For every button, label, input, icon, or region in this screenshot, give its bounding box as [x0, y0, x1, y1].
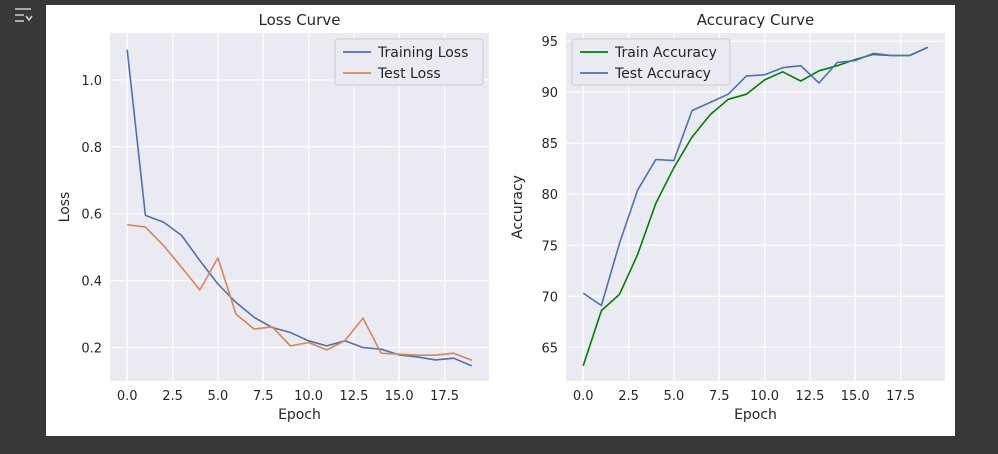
figure-canvas: 0.0 2.5 5.0 7.5 10.0 12.5 15.0 17.5 0.2 0.4 0.6 0.8…: [57, 11, 945, 423]
accuracy-x-tick-label: 2.5: [618, 389, 639, 404]
loss-x-tick-label: 2.5: [162, 389, 183, 404]
accuracy-x-tick-label: 12.5: [795, 389, 824, 404]
loss-x-tick-label: 7.5: [253, 389, 274, 404]
loss-y-tick-label: 0.8: [81, 141, 102, 156]
test-loss-legend-label: Test Loss: [377, 66, 441, 82]
training-loss-legend-label: Training Loss: [377, 45, 468, 61]
test-accuracy-legend-label: Test Accuracy: [614, 66, 711, 82]
loss-x-tick-label: 17.5: [430, 389, 459, 404]
loss-y-tick-label: 0.4: [81, 275, 102, 290]
test-accuracy-line: [582, 46, 929, 307]
loss-x-tick-label: 12.5: [339, 389, 368, 404]
loss-chart-title: Loss Curve: [259, 11, 341, 29]
accuracy-y-axis-label: Accuracy: [510, 175, 526, 239]
loss-chart: 0.0 2.5 5.0 7.5 10.0 12.5 15.0 17.5 0.2 0.4 0.6 0.8…: [57, 11, 489, 423]
loss-y-axis-label: Loss: [57, 192, 73, 223]
accuracy-y-tick-label: 95: [541, 35, 558, 50]
output-collapse-icon-glyph: [15, 8, 33, 22]
accuracy-x-tick-label: 0.0: [573, 389, 594, 404]
accuracy-legend: Train Accuracy Test Accuracy: [571, 38, 731, 86]
loss-x-tick-label: 5.0: [208, 389, 229, 404]
train-accuracy-legend-label: Train Accuracy: [614, 45, 717, 61]
training-loss-line: [126, 49, 473, 367]
loss-plot-area: [110, 33, 489, 381]
test-loss-line: [127, 223, 473, 362]
accuracy-x-tick-label: 5.0: [664, 389, 685, 404]
accuracy-x-axis-label: Epoch: [734, 407, 777, 423]
accuracy-y-tick-label: 80: [541, 188, 558, 203]
accuracy-y-tick-label: 75: [541, 239, 558, 254]
accuracy-y-tick-label: 90: [541, 86, 558, 101]
accuracy-legend-box: [571, 38, 731, 86]
accuracy-x-tick-label: 10.0: [750, 389, 779, 404]
loss-y-tick-label: 0.6: [81, 208, 102, 223]
loss-x-axis-label: Epoch: [278, 407, 321, 423]
accuracy-x-tick-label: 15.0: [841, 389, 870, 404]
accuracy-x-tick-label: 7.5: [709, 389, 730, 404]
loss-x-tick-label: 15.0: [385, 389, 414, 404]
accuracy-y-tick-label: 65: [541, 341, 558, 356]
accuracy-plot-area: [566, 33, 945, 381]
accuracy-x-tick-label: 17.5: [886, 389, 915, 404]
figure-output: 0.0 2.5 5.0 7.5 10.0 12.5 15.0 17.5 0.2 0.4 0.6 0.8…: [46, 5, 955, 436]
loss-x-tick-label: 0.0: [117, 389, 138, 404]
loss-x-tick-label: 10.0: [294, 389, 323, 404]
loss-y-tick-label: 1.0: [81, 74, 102, 89]
loss-legend-box: [334, 38, 484, 86]
accuracy-y-tick-label: 70: [541, 290, 558, 305]
output-collapse-icon[interactable]: [12, 6, 34, 26]
accuracy-chart-title: Accuracy Curve: [697, 11, 815, 29]
accuracy-chart: 0.0 2.5 5.0 7.5 10.0 12.5 15.0 17.5 65 70 75 80 85 90…: [510, 11, 945, 423]
loss-y-tick-label: 0.2: [81, 342, 102, 357]
accuracy-y-tick-label: 85: [541, 137, 558, 152]
loss-legend: Training Loss Test Loss: [334, 38, 484, 86]
